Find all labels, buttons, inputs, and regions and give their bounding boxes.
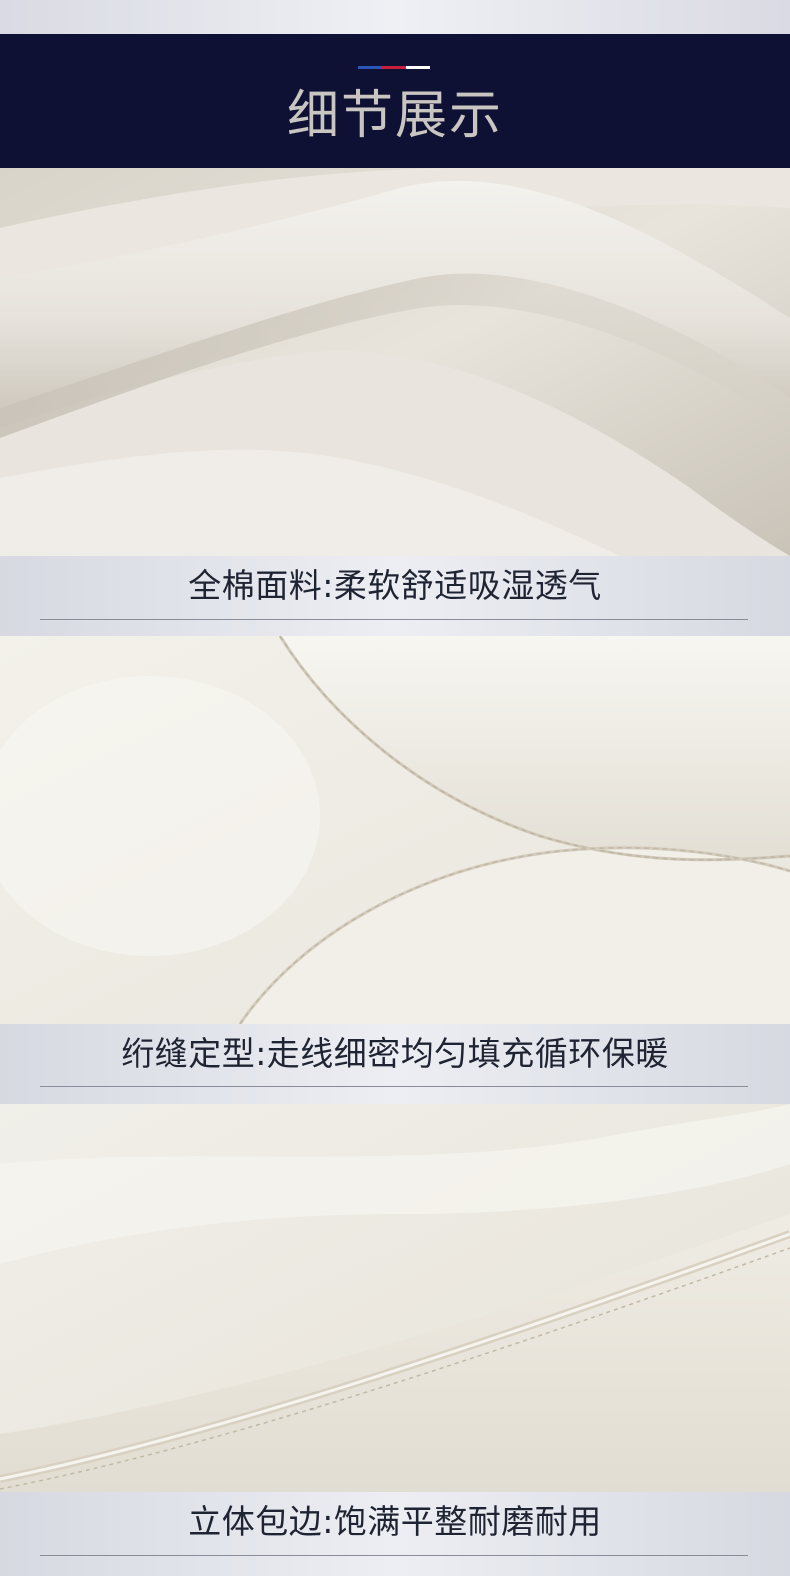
top-band	[0, 0, 790, 34]
section-title: 细节展示	[286, 86, 503, 146]
caption-band-3	[0, 1492, 790, 1576]
piped-edge-image	[0, 1104, 790, 1492]
accent-white	[406, 66, 430, 69]
caption-divider-1	[40, 619, 748, 620]
caption-band-1	[0, 556, 790, 636]
cotton-fabric-photo	[0, 168, 790, 556]
caption-quilted-stitching: 绗缝定型:走线细密均匀填充循环保暖	[121, 1034, 669, 1073]
cotton-fabric-image	[0, 168, 790, 556]
section-header: 细节展示	[0, 34, 790, 168]
piped-edge-photo	[0, 1104, 790, 1492]
quilted-stitching-photo	[0, 636, 790, 1024]
accent-red	[382, 66, 406, 69]
caption-divider-2	[40, 1086, 748, 1087]
caption-piped-edge: 立体包边:饱满平整耐磨耐用	[188, 1502, 602, 1541]
caption-divider-3	[40, 1555, 748, 1556]
caption-cotton-fabric: 全棉面料:柔软舒适吸湿透气	[188, 566, 602, 605]
accent-blue	[358, 66, 382, 69]
quilted-stitching-image	[0, 636, 790, 1024]
caption-band-2	[0, 1024, 790, 1104]
tricolor-accent-bar	[358, 66, 430, 69]
